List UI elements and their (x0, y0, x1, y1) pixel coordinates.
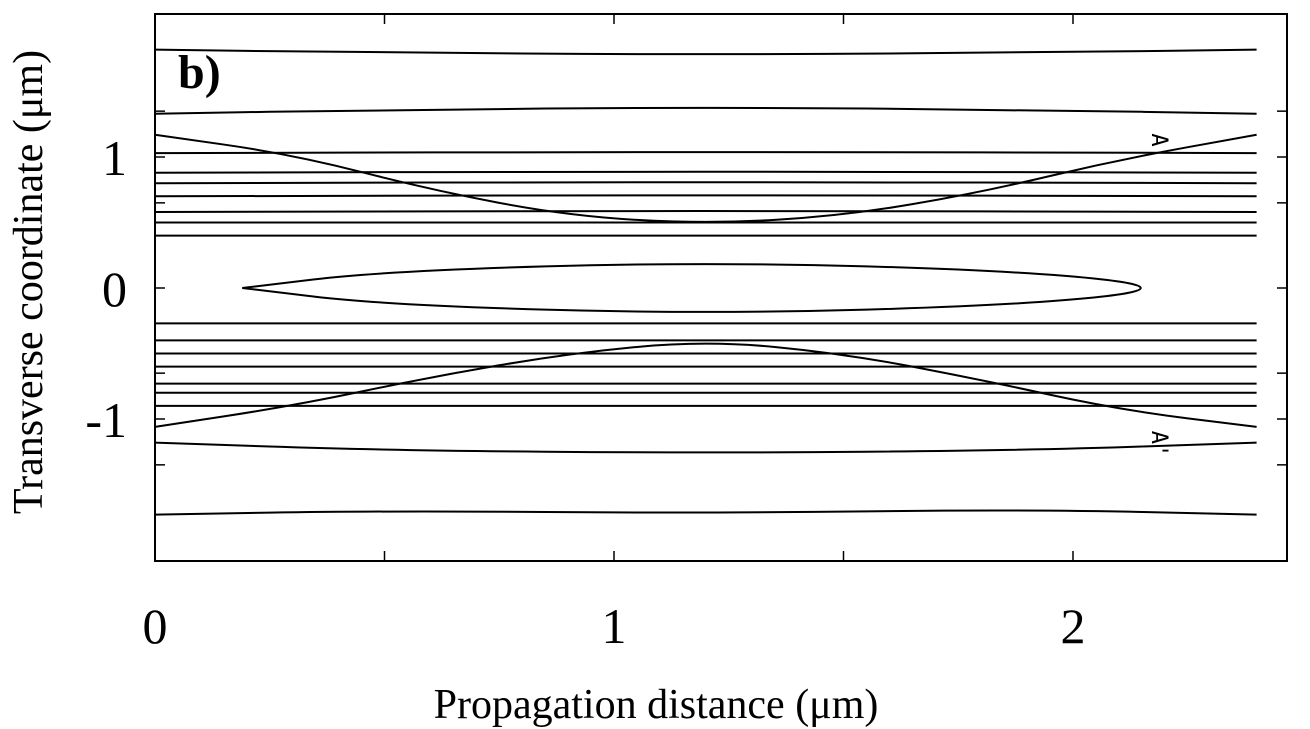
plot-frame (154, 13, 1288, 562)
contour-line-top-outer (154, 48, 1257, 56)
contour-line-upper-ridge (154, 106, 1257, 115)
y-tick-label: 1 (102, 130, 127, 186)
contour-line-upper-flat-3 (154, 181, 1257, 185)
x-axis-title: Propagation distance (μm) (434, 682, 879, 728)
annotations: A A' (1146, 133, 1171, 457)
x-tick-label: 2 (1061, 598, 1086, 654)
contour-line-center-ellipse (242, 263, 1142, 313)
contour-line-lower-diagonal (154, 342, 1257, 428)
x-tick-label: 0 (143, 598, 168, 654)
tick-labels: 0 1 2 1 0 -1 (85, 130, 1085, 654)
tick-marks (154, 14, 1287, 561)
x-tick-label: 1 (602, 598, 627, 654)
contour-line-upper-diagonal (154, 133, 1257, 223)
contour-line-upper-flat-2 (154, 170, 1257, 174)
contour-line-upper-flat-4 (154, 194, 1257, 198)
contour-line-upper-flat-1 (154, 151, 1257, 155)
annotation-label: A' (1146, 431, 1171, 458)
y-tick-label: -1 (85, 392, 127, 448)
y-axis-title: Transverse coordinate (μm) (6, 50, 52, 514)
y-tick-label: 0 (102, 261, 127, 317)
contour-lines (154, 48, 1257, 516)
annotation-label: A (1146, 133, 1171, 146)
panel-label: b) (178, 46, 221, 99)
contour-line-lower-ridge (154, 441, 1257, 454)
contour-line-upper-flat-5 (154, 210, 1257, 214)
contour-line-bottom-outer (154, 509, 1257, 516)
